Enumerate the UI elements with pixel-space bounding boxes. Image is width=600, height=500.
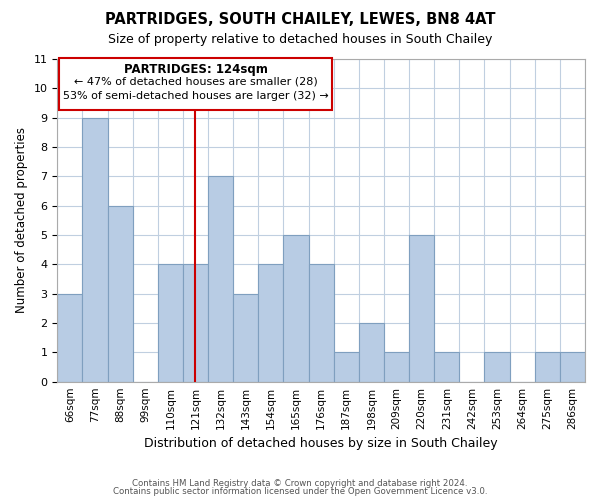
Bar: [308, 264, 334, 382]
Text: PARTRIDGES, SOUTH CHAILEY, LEWES, BN8 4AT: PARTRIDGES, SOUTH CHAILEY, LEWES, BN8 4A…: [105, 12, 495, 28]
Bar: [560, 352, 585, 382]
Bar: [107, 206, 133, 382]
Bar: [82, 118, 107, 382]
Text: Contains HM Land Registry data © Crown copyright and database right 2024.: Contains HM Land Registry data © Crown c…: [132, 478, 468, 488]
Text: 53% of semi-detached houses are larger (32) →: 53% of semi-detached houses are larger (…: [62, 90, 328, 101]
Text: Contains public sector information licensed under the Open Government Licence v3: Contains public sector information licen…: [113, 487, 487, 496]
Bar: [359, 323, 384, 382]
Bar: [535, 352, 560, 382]
Bar: [384, 352, 409, 382]
Bar: [434, 352, 460, 382]
Bar: [158, 264, 183, 382]
Bar: [259, 264, 283, 382]
Bar: [409, 235, 434, 382]
Text: PARTRIDGES: 124sqm: PARTRIDGES: 124sqm: [124, 64, 268, 76]
FancyBboxPatch shape: [59, 58, 332, 110]
Bar: [233, 294, 259, 382]
Y-axis label: Number of detached properties: Number of detached properties: [15, 128, 28, 314]
Bar: [283, 235, 308, 382]
Bar: [208, 176, 233, 382]
Text: ← 47% of detached houses are smaller (28): ← 47% of detached houses are smaller (28…: [74, 76, 317, 86]
X-axis label: Distribution of detached houses by size in South Chailey: Distribution of detached houses by size …: [145, 437, 498, 450]
Text: Size of property relative to detached houses in South Chailey: Size of property relative to detached ho…: [108, 32, 492, 46]
Bar: [183, 264, 208, 382]
Bar: [57, 294, 82, 382]
Bar: [484, 352, 509, 382]
Bar: [334, 352, 359, 382]
